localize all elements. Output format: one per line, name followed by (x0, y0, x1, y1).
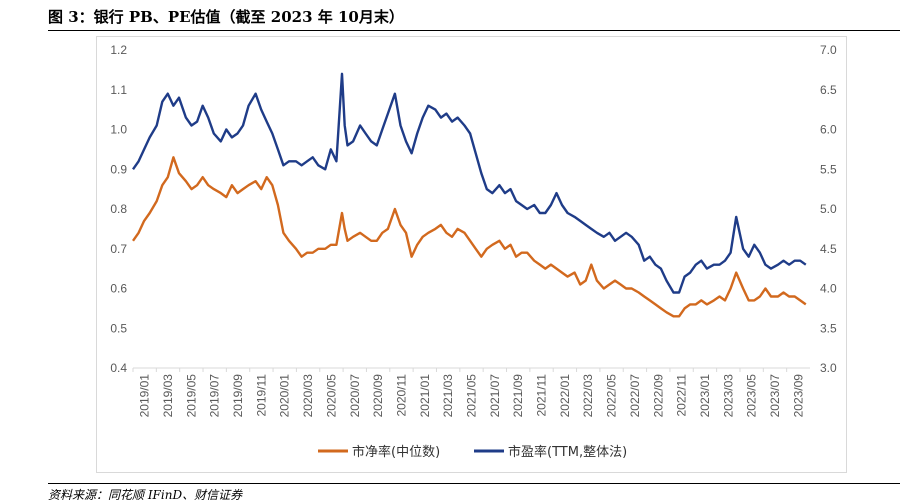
x-tick-label: 2023/05 (745, 374, 759, 418)
y-right-tick-label: 5.5 (820, 162, 837, 176)
y-left-tick-label: 1.0 (110, 123, 127, 137)
y-left-tick-label: 0.8 (110, 202, 127, 216)
x-tick-label: 2021/11 (535, 374, 549, 417)
x-tick-label: 2021/03 (441, 374, 455, 418)
y-left-tick-label: 0.7 (110, 242, 127, 256)
y-right-tick-label: 6.5 (820, 83, 837, 97)
x-tick-label: 2020/05 (324, 374, 338, 418)
y-left-tick-label: 0.4 (110, 361, 127, 375)
y-right-tick-label: 7.0 (820, 43, 837, 57)
x-tick-label: 2020/07 (348, 374, 362, 418)
legend-pb-label: 市净率(中位数) (352, 444, 440, 460)
y-right-tick-label: 4.0 (820, 282, 837, 296)
x-tick-label: 2023/01 (698, 374, 712, 418)
y-left-tick-label: 0.5 (110, 321, 127, 335)
y-right-tick-label: 6.0 (820, 123, 837, 137)
y-right-tick-label: 4.5 (820, 242, 837, 256)
x-tick-label: 2019/01 (138, 374, 152, 418)
top-rule (48, 30, 900, 31)
x-tick-label: 2019/09 (231, 374, 245, 418)
source-note: 资料来源：同花顺 IFinD、财信证券 (48, 488, 243, 502)
y-right-tick-label: 3.0 (820, 361, 837, 375)
x-tick-label: 2021/07 (488, 374, 502, 418)
x-tick-label: 2020/01 (278, 374, 292, 418)
y-left-tick-label: 1.1 (110, 83, 127, 97)
x-tick-label: 2019/03 (161, 374, 175, 418)
x-tick-label: 2019/07 (208, 374, 222, 418)
x-tick-label: 2021/01 (418, 374, 432, 418)
x-tick-label: 2022/01 (558, 374, 572, 418)
y-left-tick-label: 0.6 (110, 282, 127, 296)
x-tick-label: 2023/09 (791, 374, 805, 418)
y-right-tick-label: 5.0 (820, 202, 837, 216)
x-tick-label: 2022/07 (628, 374, 642, 418)
x-tick-label: 2020/09 (371, 374, 385, 418)
x-tick-label: 2019/11 (254, 374, 268, 417)
pe-series-line (132, 72, 807, 294)
y-left-tick-label: 1.2 (110, 43, 127, 57)
y-right-tick-label: 3.5 (820, 321, 837, 335)
y-left-tick-label: 0.9 (110, 162, 127, 176)
pb-series-line (132, 156, 807, 318)
bottom-rule (48, 483, 900, 484)
x-tick-label: 2022/03 (581, 374, 595, 418)
x-tick-label: 2022/09 (651, 374, 665, 418)
x-tick-label: 2020/11 (394, 374, 408, 417)
legend-pe-label: 市盈率(TTM,整体法) (508, 444, 627, 460)
x-tick-label: 2021/05 (465, 374, 479, 418)
x-tick-label: 2022/11 (675, 374, 689, 417)
x-tick-label: 2022/05 (605, 374, 619, 418)
x-tick-label: 2023/03 (721, 374, 735, 418)
x-tick-label: 2021/09 (511, 374, 525, 418)
x-tick-label: 2023/07 (768, 374, 782, 418)
x-tick-label: 2019/05 (184, 374, 198, 418)
figure-title: 图 3：银行 PB、PE估值（截至 2023 年 10月末） (48, 8, 404, 26)
chart-frame (96, 36, 847, 473)
x-tick-label: 2020/03 (301, 374, 315, 418)
